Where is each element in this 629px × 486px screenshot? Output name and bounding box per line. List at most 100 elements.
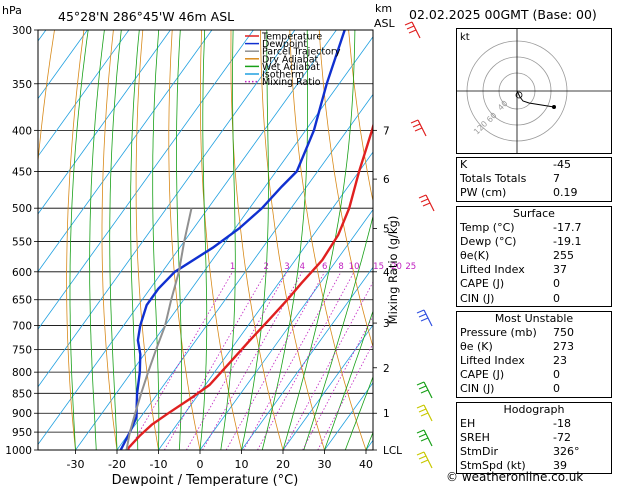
most-unstable-table: Most Unstable Pressure (mb) 750 θe (K) 273… xyxy=(456,310,612,398)
hodograph-trace xyxy=(516,90,555,108)
surface-row: CIN (J) 0 xyxy=(460,291,560,305)
surface-row: θe(K) 255 xyxy=(460,248,574,262)
hodograph-unit-label: kt xyxy=(460,32,470,43)
wet-adiabat-line xyxy=(303,214,373,450)
wind-barb-flag xyxy=(418,385,427,390)
isotherm-line xyxy=(38,30,213,273)
wind-barb-flag xyxy=(420,437,429,442)
wind-barb-flag xyxy=(420,198,429,203)
km-tick-label: 7 xyxy=(383,125,390,137)
parcel-trajectory-line xyxy=(125,207,193,450)
isotherm-line xyxy=(75,36,373,450)
mixing-ratio-label: 20 xyxy=(391,262,402,272)
indices-table: K -45 Totals Totals 7 PW (cm) 0.19 xyxy=(456,157,612,202)
hodo-row: StmSpd (kt) 39 xyxy=(460,459,567,473)
surface-table: Surface Temp (°C) -17.7 Dewp (°C) -19.1 θe… xyxy=(456,205,612,307)
wet-adiabat-line xyxy=(89,30,105,450)
most-unstable-title: Most Unstable xyxy=(494,311,574,325)
wet-adiabat-line xyxy=(199,30,208,450)
hodograph-table: Hodograph EH -18 SREH -72 StmDir 326° StmSp… xyxy=(456,401,612,475)
temp-tick-label: 20 xyxy=(276,458,290,471)
dry-adiabat-line xyxy=(613,30,629,450)
isotherm-line xyxy=(38,30,130,157)
pressure-tick-label: 550 xyxy=(12,236,32,248)
pressure-tick-label: 750 xyxy=(12,345,32,357)
wind-barb-flag xyxy=(420,459,429,464)
hodograph-end-point xyxy=(552,105,556,109)
surface-row: CAPE (J) 0 xyxy=(460,277,560,291)
index-row: Totals Totals 7 xyxy=(460,172,560,186)
isotherm-line xyxy=(38,30,296,388)
asl-unit-label: ASL xyxy=(374,17,396,30)
pressure-tick-label: 900 xyxy=(12,408,32,420)
mixing-ratio-label: 8 xyxy=(338,262,343,272)
surface-row: Temp (°C) -17.7 xyxy=(460,220,582,234)
temp-tick-label: 40 xyxy=(359,458,373,471)
surface-row: Lifted Index 37 xyxy=(460,263,567,277)
mixing-ratio-line xyxy=(202,271,303,450)
x-axis-label: Dewpoint / Temperature (°C) xyxy=(112,473,299,486)
dry-adiabat-line xyxy=(101,30,118,450)
km-tick-label: 3 xyxy=(383,318,390,330)
pressure-tick-label: 850 xyxy=(12,388,32,400)
pressure-tick-label: 600 xyxy=(12,267,32,279)
wind-barb-flag xyxy=(418,313,427,318)
wind-barb-flag xyxy=(406,25,415,30)
mu-row: Pressure (mb) 750 xyxy=(460,325,574,339)
km-tick-label: 4 xyxy=(383,267,390,279)
wet-adiabat-line xyxy=(176,30,182,450)
wind-barb xyxy=(416,381,433,399)
km-tick-label: 1 xyxy=(383,408,390,420)
index-row: PW (cm) 0.19 xyxy=(460,186,578,200)
wet-adiabat-line xyxy=(344,375,373,450)
mixing-ratio-label: 1 xyxy=(230,262,235,272)
mixing-ratio-line xyxy=(317,342,373,450)
wind-barb-flag xyxy=(420,412,429,417)
legend-label: Dry Adiabat xyxy=(262,54,319,65)
dry-adiabat-line xyxy=(318,30,373,349)
mixing-ratio-line xyxy=(225,271,326,450)
pressure-tick-label: 800 xyxy=(12,367,32,379)
mixing-ratio-label: 10 xyxy=(349,262,360,272)
mu-row: θe (K) 273 xyxy=(460,339,574,353)
wind-barb-flag xyxy=(416,451,425,456)
wind-barb-flag xyxy=(422,202,431,207)
wind-barb-flag xyxy=(404,21,413,26)
mixing-ratio-line xyxy=(186,271,288,450)
legend-label: Mixing Ratio xyxy=(262,77,321,88)
plot-frame xyxy=(37,29,374,451)
left-unit-label: hPa xyxy=(2,4,22,17)
hodo-row: EH -18 xyxy=(460,416,571,430)
dry-adiabat-line xyxy=(230,30,284,450)
surface-row: Dewp (°C) -19.1 xyxy=(460,234,582,248)
legend-label: Parcel Trajectory xyxy=(262,47,341,58)
wind-barb xyxy=(416,429,433,447)
mixing-ratio-label: 2 xyxy=(263,262,268,272)
dry-adiabat-line xyxy=(289,30,367,450)
run-time-label: 02.02.2025 00GMT (Base: 00) xyxy=(409,7,597,22)
mixing-ratio-label: 3 xyxy=(284,262,289,272)
wind-barb xyxy=(416,404,433,422)
wind-barb-flag xyxy=(418,408,427,413)
wind-barb xyxy=(410,119,427,137)
isotherm-line xyxy=(116,93,373,450)
ring-label-120: 120 xyxy=(472,119,489,136)
wind-barb-flag xyxy=(418,433,427,438)
km-tick-label: 2 xyxy=(383,363,390,375)
wind-barb-flag xyxy=(408,29,417,34)
hodograph-plot: kt 40 60 120 xyxy=(457,29,611,153)
legend-label: Wet Adiabat xyxy=(262,62,320,73)
dewpoint-line xyxy=(119,30,346,450)
wind-barb-flag xyxy=(420,389,429,394)
pressure-tick-label: 1000 xyxy=(5,445,32,457)
mixing-ratio-label: 25 xyxy=(405,262,416,272)
temp-tick-label: 30 xyxy=(318,458,332,471)
dry-adiabat-line xyxy=(168,30,201,450)
isotherm-line xyxy=(241,266,373,450)
wind-barb xyxy=(416,451,433,469)
temp-tick-label: -30 xyxy=(67,458,85,471)
isotherm-line xyxy=(38,30,171,215)
wet-adiabat-line xyxy=(69,30,89,450)
copyright-footer[interactable]: © weatheronline.co.uk xyxy=(446,470,584,484)
km-tick-label: 5 xyxy=(383,224,390,236)
